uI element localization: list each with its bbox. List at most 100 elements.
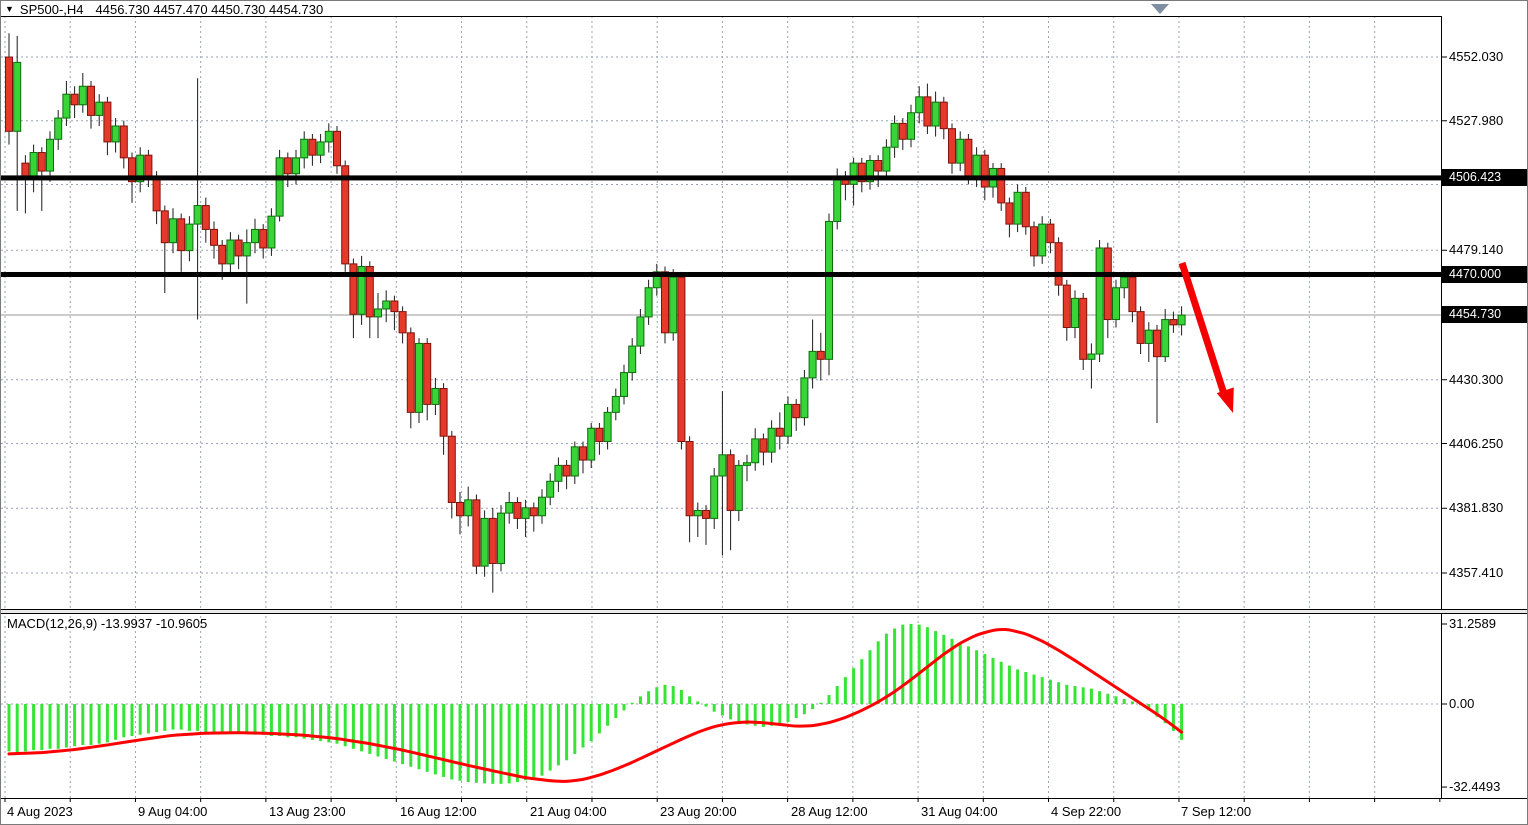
candle-bearish <box>857 162 866 183</box>
macd-bar <box>524 704 528 781</box>
macd-bar <box>1040 677 1044 704</box>
candle-bullish <box>357 266 366 315</box>
ohlc-values-label: 4456.730 4457.470 4450.730 4454.730 <box>95 1 324 17</box>
macd-bar <box>942 634 946 704</box>
candle-bullish <box>242 242 251 257</box>
candle-bullish <box>324 130 333 143</box>
macd-bar <box>228 704 232 734</box>
resistance-line[interactable] <box>1 175 1441 181</box>
candle-bullish <box>866 159 874 183</box>
macd-bar <box>7 704 11 752</box>
candle-bearish <box>579 446 587 461</box>
candle-bullish <box>718 454 727 477</box>
candle-bearish <box>201 205 210 230</box>
macd-bar <box>991 657 995 704</box>
macd-bar <box>138 704 142 735</box>
candle-bearish <box>1128 276 1137 313</box>
candle-bullish <box>169 218 177 244</box>
candle-bearish <box>1103 247 1112 321</box>
time-axis[interactable] <box>1 798 1528 825</box>
macd-bar <box>499 704 503 784</box>
candle-bullish <box>611 395 620 413</box>
price-axis-label: 4406.250 <box>1449 435 1504 451</box>
support-line[interactable] <box>1 271 1441 277</box>
macd-bar <box>253 704 257 735</box>
candle-bearish <box>661 271 669 334</box>
macd-bar <box>581 704 585 748</box>
macd-bar <box>1122 698 1126 704</box>
candle-bullish <box>907 112 915 140</box>
trend-arrow-shaft[interactable] <box>1178 261 1229 399</box>
macd-bar <box>1007 665 1011 704</box>
macd-bar <box>712 704 716 712</box>
candle-bearish <box>1136 311 1145 344</box>
candle-bearish <box>283 157 292 175</box>
macd-bar <box>212 704 216 733</box>
macd-bar <box>32 704 36 751</box>
macd-bar <box>310 704 314 740</box>
candle-bearish <box>1021 191 1030 228</box>
candle-bullish <box>521 507 530 519</box>
candle-bullish <box>316 141 325 156</box>
candle-bearish <box>1054 242 1063 286</box>
candle-bullish <box>808 350 817 379</box>
candle-bearish <box>447 435 456 504</box>
macd-bar <box>1155 704 1159 717</box>
macd-bar <box>860 659 864 704</box>
macd-bar <box>179 704 183 730</box>
macd-bar <box>23 704 27 752</box>
macd-bar <box>466 704 470 783</box>
candle-bullish <box>415 342 423 413</box>
macd-bar <box>40 704 44 751</box>
main-price-panel[interactable] <box>1 16 1441 609</box>
macd-bar <box>515 704 519 783</box>
macd-bar <box>1057 682 1061 704</box>
macd-bar <box>1048 679 1052 704</box>
candle-bullish <box>587 427 596 461</box>
candle-bearish <box>160 210 169 244</box>
macd-bar <box>163 704 167 731</box>
macd-bar <box>376 704 380 757</box>
macd-bar <box>327 704 331 743</box>
candle-bullish <box>185 223 194 252</box>
macd-bar <box>491 704 495 784</box>
trend-arrow-head[interactable] <box>1216 387 1234 413</box>
macd-bar <box>1106 693 1110 704</box>
candle-bearish <box>423 342 432 405</box>
time-axis-label: 4 Sep 22:00 <box>1051 804 1122 819</box>
candle-bullish <box>882 146 891 172</box>
macd-panel[interactable] <box>1 613 1441 798</box>
macd-bar <box>245 704 249 734</box>
candle-bearish <box>874 159 883 172</box>
panel-divider[interactable] <box>1 610 1528 613</box>
macd-bar <box>999 661 1003 704</box>
macd-bar <box>696 701 700 704</box>
grid-lines <box>1 16 1441 798</box>
macd-bar <box>146 704 150 734</box>
macd-bar <box>811 704 815 710</box>
macd-bar <box>269 704 273 736</box>
candle-bullish <box>1013 191 1022 225</box>
macd-bar <box>474 704 478 783</box>
macd-bar <box>450 704 454 780</box>
macd-bar <box>819 702 823 704</box>
candle-bullish <box>275 157 284 217</box>
macd-bar <box>753 704 757 726</box>
candle-bullish <box>78 85 87 106</box>
macd-bar <box>122 704 126 738</box>
candle-bearish <box>1062 284 1071 329</box>
time-axis-label: 16 Aug 12:00 <box>400 804 477 819</box>
macd-bar <box>401 704 405 765</box>
chart-shift-marker-icon[interactable] <box>1151 4 1169 14</box>
support-price-badge: 4470.000 <box>1442 265 1527 283</box>
candle-bullish <box>505 502 514 514</box>
candle-bearish <box>406 332 415 413</box>
candle-bearish <box>177 218 186 252</box>
macd-bar <box>1180 704 1184 740</box>
candle-bearish <box>702 509 710 519</box>
macd-bar <box>1130 701 1134 704</box>
candle-bearish <box>218 244 227 265</box>
macd-bar <box>761 704 765 728</box>
macd-bar <box>294 704 298 738</box>
